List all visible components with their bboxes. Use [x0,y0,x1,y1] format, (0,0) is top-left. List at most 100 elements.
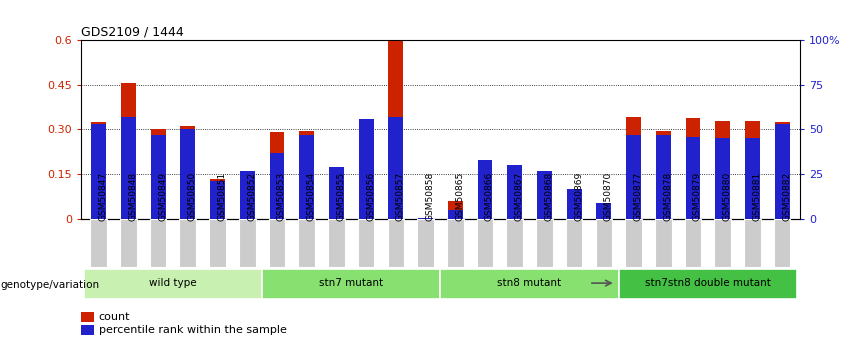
Text: GSM50856: GSM50856 [366,171,375,220]
Bar [210,181,225,219]
Bar [269,219,285,267]
Bar [715,138,730,219]
Bar [506,219,523,267]
Bar [477,219,494,267]
Bar [715,121,730,219]
Bar [180,219,196,267]
Bar [417,219,434,267]
Bar [744,219,761,267]
Bar [151,135,166,219]
Bar [567,189,581,219]
Bar [91,122,106,219]
Text: GSM50849: GSM50849 [158,171,167,220]
Bar [567,189,581,219]
Bar [329,167,344,219]
Text: GSM50881: GSM50881 [752,171,762,220]
Text: count: count [99,312,130,322]
Bar [151,129,166,219]
Text: GSM50866: GSM50866 [485,171,494,220]
Bar [536,219,552,267]
Bar [619,269,797,298]
Bar [774,124,790,219]
Bar [329,171,344,219]
Text: GSM50870: GSM50870 [604,171,613,220]
Bar [270,132,284,219]
Bar [537,173,551,219]
Bar [81,325,94,335]
Bar [448,210,463,219]
Bar [745,138,760,219]
Bar [745,121,760,219]
Bar [358,119,374,219]
Bar [210,179,225,219]
Bar [537,171,551,219]
Text: GDS2109 / 1444: GDS2109 / 1444 [81,26,184,39]
Text: GSM50857: GSM50857 [396,171,405,220]
Bar [626,135,641,219]
Text: genotype/variation: genotype/variation [1,280,100,289]
Bar [714,219,731,267]
Bar [357,219,374,267]
Text: GSM50868: GSM50868 [545,171,553,220]
Bar [477,161,493,219]
Text: GSM50869: GSM50869 [574,171,583,220]
Bar [240,171,254,219]
Text: wild type: wild type [149,278,197,288]
Text: stn7 mutant: stn7 mutant [319,278,383,288]
Bar [477,160,493,219]
Bar [239,219,255,267]
Bar [597,203,611,219]
Bar [83,269,262,298]
Text: GSM50867: GSM50867 [515,171,523,220]
Bar [91,124,106,219]
Bar [656,130,671,219]
Bar [686,137,700,219]
Bar [597,203,611,219]
Bar [626,117,641,219]
Text: GSM50880: GSM50880 [722,171,732,220]
Text: GSM50855: GSM50855 [336,171,346,220]
Bar [270,153,284,219]
Bar [418,218,433,219]
Bar [180,129,195,219]
Text: GSM50854: GSM50854 [306,171,316,220]
Bar [418,218,433,219]
Text: GSM50879: GSM50879 [693,171,702,220]
Bar [121,117,136,219]
Text: GSM50858: GSM50858 [426,171,435,220]
Bar [387,219,404,267]
Bar [299,219,315,267]
Bar [685,219,701,267]
Bar [507,165,523,219]
Bar [566,219,582,267]
Bar [507,170,523,219]
Bar [150,219,167,267]
Bar [625,219,642,267]
Bar [90,219,107,267]
Text: GSM50853: GSM50853 [277,171,286,220]
Bar [447,219,464,267]
Text: GSM50865: GSM50865 [455,171,465,220]
Bar [440,269,619,298]
Bar [686,118,700,219]
Bar [81,312,94,322]
Text: stn7stn8 double mutant: stn7stn8 double mutant [645,278,771,288]
Bar [358,120,374,219]
Text: GSM50848: GSM50848 [129,171,137,220]
Bar [774,219,791,267]
Text: GSM50878: GSM50878 [663,171,672,220]
Bar [121,83,136,219]
Text: GSM50851: GSM50851 [218,171,226,220]
Text: GSM50882: GSM50882 [782,171,791,220]
Text: percentile rank within the sample: percentile rank within the sample [99,325,287,335]
Bar [209,219,226,267]
Text: GSM50877: GSM50877 [633,171,643,220]
Bar [448,201,463,219]
Bar [388,41,403,219]
Bar [300,131,314,219]
Bar [656,135,671,219]
Text: GSM50852: GSM50852 [248,171,256,220]
Bar [240,177,254,219]
Bar [774,122,790,219]
Text: GSM50850: GSM50850 [188,171,197,220]
